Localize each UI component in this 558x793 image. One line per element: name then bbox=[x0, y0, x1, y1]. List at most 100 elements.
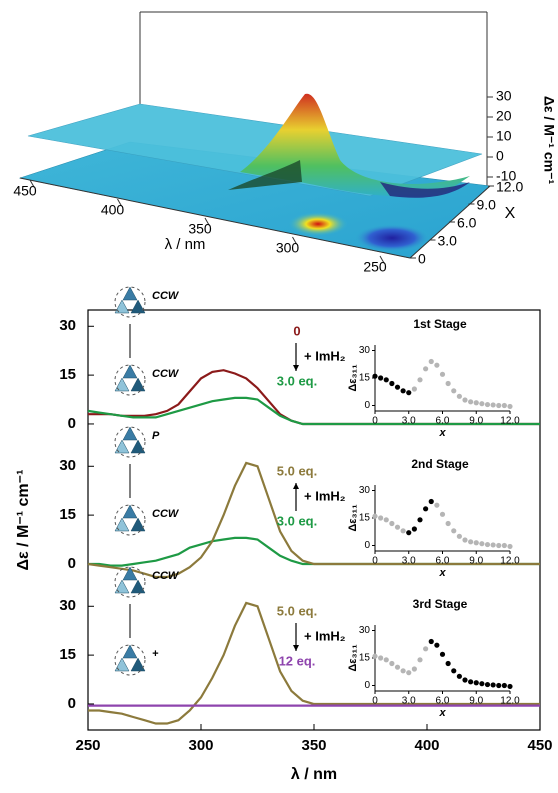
inset-x-tick-label: 3.0 bbox=[402, 556, 416, 567]
inset-point bbox=[484, 541, 491, 548]
inset-x-tick-label: 12.0 bbox=[500, 416, 520, 427]
arrow-head bbox=[293, 365, 299, 371]
inset-title: 1st Stage bbox=[413, 317, 467, 331]
tetrahedron bbox=[122, 426, 138, 441]
scheme-icon bbox=[114, 426, 146, 458]
inset-point bbox=[378, 515, 384, 521]
inset-point bbox=[462, 677, 468, 683]
series-label: 12 eq. bbox=[279, 653, 316, 668]
inset-point bbox=[451, 528, 457, 534]
inset-point bbox=[451, 388, 457, 394]
inset-point bbox=[507, 403, 513, 410]
y-tick-label: 6.0 bbox=[457, 215, 477, 231]
inset-point bbox=[479, 401, 485, 407]
x-tick-label: 450 bbox=[13, 183, 37, 199]
inset-point bbox=[434, 362, 440, 368]
inset-x-tick-label: 12.0 bbox=[500, 696, 520, 707]
inset-point bbox=[456, 533, 462, 539]
inset-point bbox=[400, 388, 406, 394]
inset-point bbox=[372, 373, 378, 379]
y-tick-label: 0 bbox=[68, 415, 76, 432]
inset-point bbox=[394, 524, 401, 530]
inset-y-tick-label: 0 bbox=[364, 400, 370, 411]
scheme-label: CCW bbox=[152, 570, 180, 582]
x-tick-label: 250 bbox=[363, 259, 387, 275]
inset-point bbox=[456, 673, 462, 679]
scheme-label: CCW bbox=[152, 368, 180, 380]
inset-point bbox=[411, 526, 417, 532]
x-tick bbox=[117, 198, 122, 207]
inset-point bbox=[462, 397, 468, 403]
tetrahedron bbox=[130, 517, 146, 532]
z-tick-label: 10 bbox=[496, 128, 512, 144]
tetrahedron bbox=[122, 504, 138, 519]
y-tick-label: 0 bbox=[418, 251, 426, 267]
inset-y-tick-label: 30 bbox=[359, 345, 371, 356]
ring bbox=[114, 364, 146, 396]
annotation: + ImH₂ bbox=[304, 628, 346, 643]
inset-point bbox=[372, 653, 378, 659]
y-tick-label: 12.0 bbox=[496, 179, 523, 195]
tetrahedron bbox=[114, 439, 130, 454]
tetrahedron bbox=[114, 657, 130, 672]
inset-point bbox=[406, 670, 412, 676]
inset-x-tick-label: 6.0 bbox=[436, 556, 450, 567]
inset-point bbox=[394, 664, 401, 670]
inset-point bbox=[389, 380, 395, 387]
inset-x-tick-label: 9.0 bbox=[469, 416, 483, 427]
inset-point bbox=[490, 682, 496, 688]
inset-point bbox=[468, 539, 474, 545]
inset-point bbox=[445, 380, 451, 387]
y-axis-label: X bbox=[505, 205, 516, 222]
series-label: 0 bbox=[293, 323, 300, 338]
arrow-head bbox=[293, 645, 299, 651]
inset-point bbox=[428, 358, 434, 365]
inset-point bbox=[501, 542, 507, 549]
series-label: 5.0 eq. bbox=[277, 463, 317, 478]
inset-point bbox=[378, 655, 384, 661]
inset-x-label: x bbox=[438, 567, 446, 579]
inset-point bbox=[423, 506, 429, 512]
annotation: + ImH₂ bbox=[304, 488, 346, 503]
x-tick bbox=[29, 179, 35, 188]
inset-point bbox=[479, 541, 485, 547]
inset-point bbox=[462, 537, 468, 543]
inset-y-tick-label: 30 bbox=[359, 625, 371, 636]
y-axis-label: Δε / M⁻¹ cm⁻¹ bbox=[15, 470, 32, 571]
inset-point bbox=[378, 375, 384, 381]
inset-point bbox=[439, 651, 446, 657]
inset-point bbox=[400, 528, 406, 534]
inset-point bbox=[507, 683, 513, 690]
tetrahedron bbox=[122, 364, 138, 379]
scheme-label: + bbox=[152, 648, 159, 660]
tetrahedron bbox=[122, 566, 138, 581]
ring bbox=[114, 286, 146, 318]
inset-x-tick-label: 9.0 bbox=[469, 696, 483, 707]
inset-point bbox=[496, 402, 502, 409]
inset-point bbox=[434, 502, 440, 508]
tetrahedron bbox=[114, 299, 130, 314]
inset-x-tick-label: 6.0 bbox=[436, 696, 450, 707]
inset-point bbox=[417, 517, 423, 523]
inset-point bbox=[451, 668, 457, 674]
inset-point bbox=[383, 657, 389, 663]
inset-title: 2nd Stage bbox=[411, 457, 469, 471]
x-tick-label: 250 bbox=[75, 737, 100, 754]
inset-point bbox=[473, 680, 479, 686]
annotation: + ImH₂ bbox=[304, 348, 346, 363]
y-tick-label: 3.0 bbox=[438, 233, 458, 249]
inset-point bbox=[423, 366, 429, 372]
x-tick-label: 450 bbox=[527, 737, 552, 754]
inset-title: 3rd Stage bbox=[413, 597, 468, 611]
inset-y-label: Δε₃₁₁ bbox=[347, 364, 359, 392]
inset-y-tick-label: 30 bbox=[359, 485, 371, 496]
inset-point bbox=[473, 540, 479, 546]
inset-x-label: x bbox=[438, 707, 446, 719]
inset-point bbox=[394, 384, 401, 390]
scheme-icon bbox=[114, 566, 146, 598]
x-tick-label: 400 bbox=[101, 202, 125, 218]
z-tick-label: 0 bbox=[496, 148, 504, 164]
inset-point bbox=[496, 682, 502, 689]
arrow-head bbox=[293, 483, 299, 489]
